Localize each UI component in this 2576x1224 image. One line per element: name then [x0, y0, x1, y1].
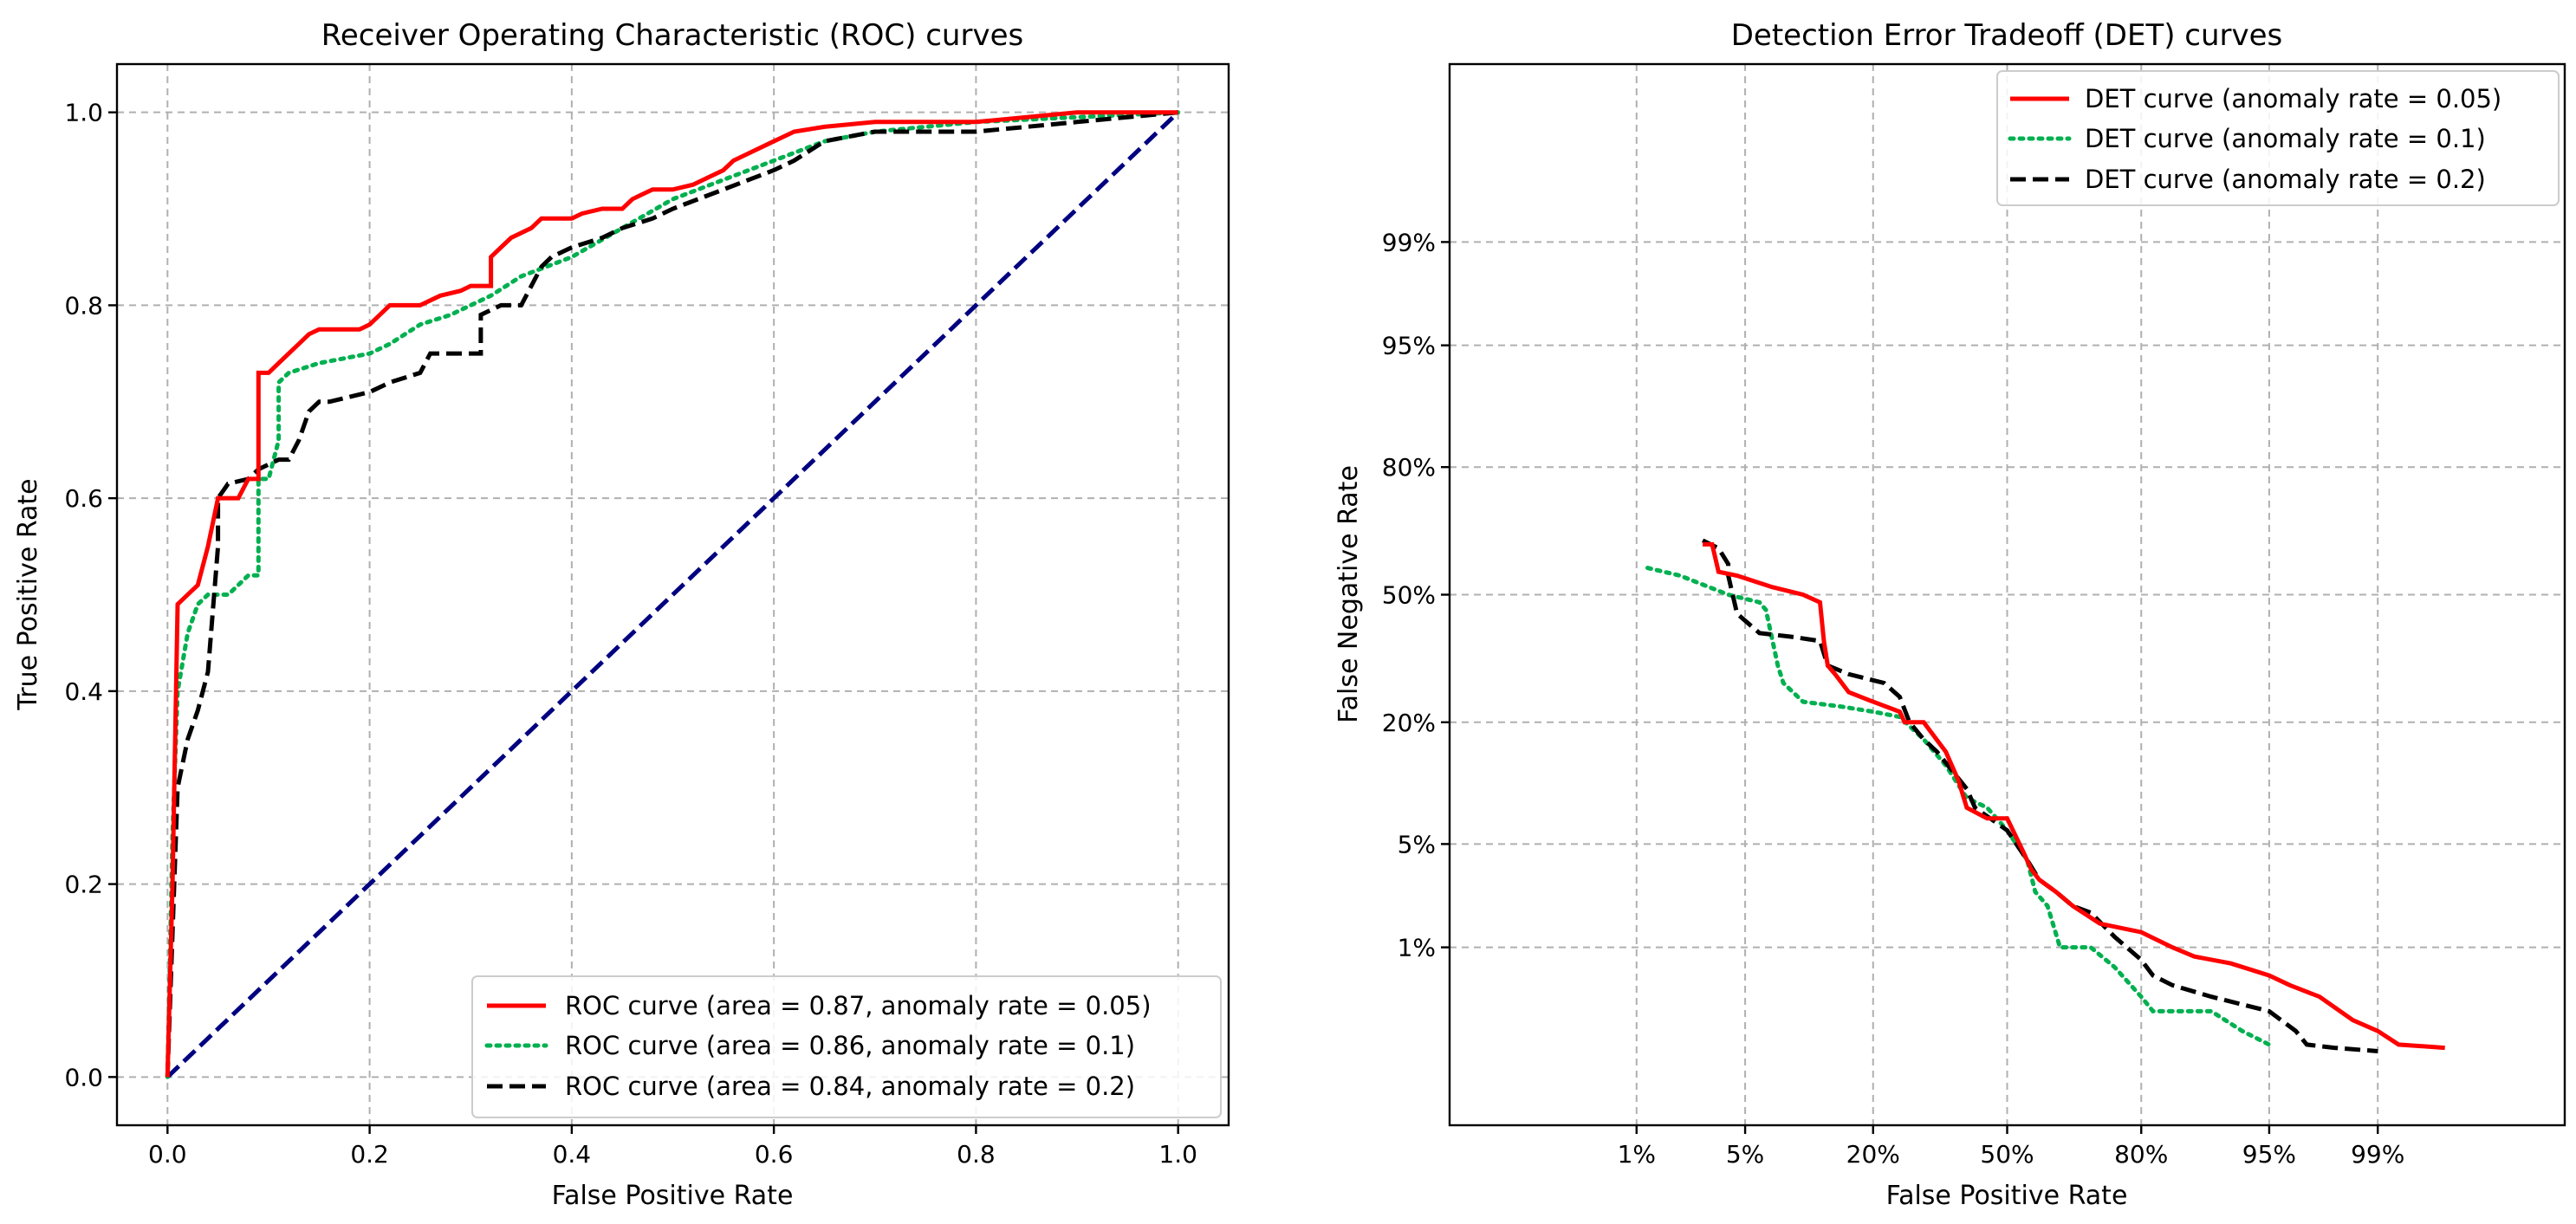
- det-legend-label-2: DET curve (anomaly rate = 0.1): [2085, 124, 2486, 153]
- det-x-tick-label: 20%: [1846, 1140, 1900, 1169]
- roc-y-axis-label: True Positive Rate: [13, 478, 43, 710]
- roc-axes-frame: [115, 62, 1230, 1127]
- roc-x-tick-label: 0.2: [350, 1140, 389, 1169]
- roc-x-tick-label: 1.0: [1158, 1140, 1197, 1169]
- det-x-tick-label: 95%: [2242, 1140, 2296, 1169]
- det-grid: [1450, 64, 2565, 1125]
- roc-title: Receiver Operating Characteristic (ROC) …: [321, 18, 1023, 53]
- det-legend-label-3: DET curve (anomaly rate = 0.2): [2085, 165, 2486, 194]
- roc-chance-diagonal: [165, 110, 1180, 1079]
- det-y-tick-label: 95%: [1382, 332, 1436, 360]
- roc-y-tick-label: 0.8: [64, 291, 103, 320]
- roc-y-tick-label: 0.0: [64, 1063, 103, 1091]
- roc-x-tick-label: 0.8: [957, 1140, 996, 1169]
- roc-legend: ROC curve (area = 0.87, anomaly rate = 0…: [471, 975, 1222, 1118]
- roc-curve-anomaly-0-2: [165, 110, 1178, 1078]
- det-legend-box: [1996, 70, 2560, 206]
- det-curve-anomaly-0-05: [1703, 541, 2445, 1051]
- roc-x-axis-label: False Positive Rate: [552, 1181, 794, 1211]
- det-x-tick-label: 99%: [2351, 1140, 2404, 1169]
- det-legend: DET curve (anomaly rate = 0.05) DET curv…: [1996, 70, 2560, 206]
- roc-x-tick-label: 0.0: [148, 1140, 187, 1169]
- roc-y-tick-label: 1.0: [64, 99, 103, 127]
- det-x-tick-label: 5%: [1726, 1140, 1764, 1169]
- roc-legend-label-1: ROC curve (area = 0.87, anomaly rate = 0…: [565, 991, 1152, 1020]
- det-curve-anomaly-0-1: [1645, 566, 2272, 1047]
- det-x-tick-label: 80%: [2114, 1140, 2168, 1169]
- roc-lines: [165, 110, 1181, 1079]
- roc-x-tick-label: 0.6: [755, 1140, 794, 1169]
- det-legend-label-1: DET curve (anomaly rate = 0.05): [2085, 84, 2501, 113]
- det-y-tick-label: 5%: [1398, 830, 1436, 858]
- roc-y-tick-label: 0.6: [64, 484, 103, 513]
- det-y-axis-label: False Negative Rate: [1333, 465, 1364, 723]
- roc-y-tick-label: 0.4: [64, 677, 103, 706]
- det-x-tick-label: 50%: [1980, 1140, 2034, 1169]
- det-y-tick-label: 99%: [1382, 228, 1436, 256]
- det-ticks: 1% 5% 20% 50% 80% 95% 99% 1% 5% 20% 50% 80% 95% 99%: [1382, 228, 2405, 1169]
- roc-ticks: 0.0 0.2 0.4 0.6 0.8 1.0 0.0 0.2 0.4 0.6 0.8 1.0: [64, 99, 1197, 1169]
- det-y-tick-label: 20%: [1382, 709, 1436, 737]
- roc-legend-box: [471, 975, 1222, 1118]
- roc-legend-label-3: ROC curve (area = 0.84, anomaly rate = 0…: [565, 1072, 1135, 1101]
- roc-curve-anomaly-0-05: [165, 110, 1178, 1078]
- det-x-tick-label: 1%: [1618, 1140, 1656, 1169]
- det-title: Detection Error Tradeoff (DET) curves: [1731, 18, 2283, 53]
- det-panel: 1% 5% 20% 50% 80% 95% 99% 1% 5% 20% 50% 80% 95% 99% D…: [1333, 18, 2566, 1211]
- det-y-tick-label: 1%: [1398, 934, 1436, 962]
- det-x-axis-label: False Positive Rate: [1886, 1181, 2128, 1211]
- det-y-tick-label: 50%: [1382, 581, 1436, 610]
- det-curve-anomaly-0-2: [1701, 538, 2378, 1053]
- roc-legend-label-2: ROC curve (area = 0.86, anomaly rate = 0…: [565, 1031, 1135, 1060]
- roc-y-tick-label: 0.2: [64, 871, 103, 899]
- roc-panel: 0.0 0.2 0.4 0.6 0.8 1.0 0.0 0.2 0.4 0.6 0.8 1.0 Rec…: [13, 18, 1230, 1211]
- det-y-tick-label: 80%: [1382, 453, 1436, 482]
- roc-x-tick-label: 0.4: [553, 1140, 592, 1169]
- det-lines: [1645, 538, 2445, 1053]
